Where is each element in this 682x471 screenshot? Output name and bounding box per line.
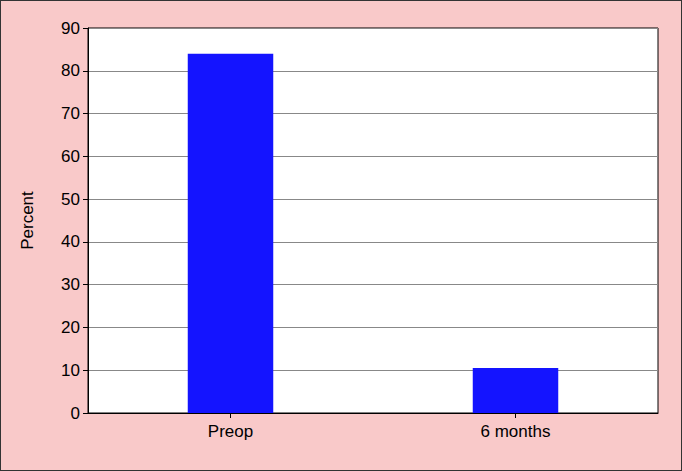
- svg-text:20: 20: [61, 318, 80, 337]
- svg-text:Preop: Preop: [208, 422, 253, 441]
- svg-text:10: 10: [61, 361, 80, 380]
- svg-text:90: 90: [61, 19, 80, 38]
- svg-text:50: 50: [61, 190, 80, 209]
- svg-text:30: 30: [61, 275, 80, 294]
- svg-text:40: 40: [61, 232, 80, 251]
- svg-text:6 months: 6 months: [481, 422, 551, 441]
- svg-text:60: 60: [61, 147, 80, 166]
- svg-text:80: 80: [61, 61, 80, 80]
- svg-text:0: 0: [71, 404, 80, 423]
- svg-text:Percent: Percent: [18, 191, 37, 250]
- svg-text:70: 70: [61, 104, 80, 123]
